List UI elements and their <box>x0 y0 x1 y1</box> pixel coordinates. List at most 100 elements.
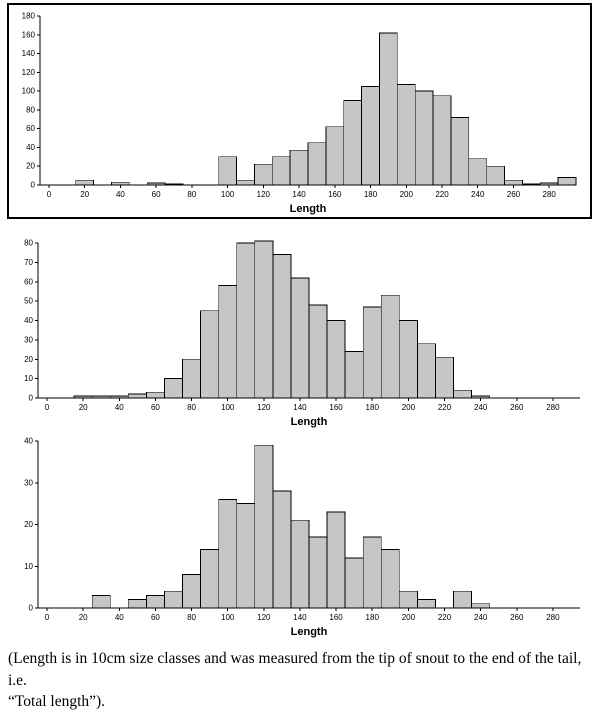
x-tick-label: 200 <box>400 190 414 199</box>
x-tick-label: 0 <box>47 190 52 199</box>
histogram-bar <box>380 294 400 399</box>
histogram-bar <box>398 590 418 609</box>
histogram-bar <box>344 557 364 609</box>
x-tick-label: 240 <box>471 190 485 199</box>
histogram-bar <box>344 351 364 399</box>
y-tick-label: 40 <box>26 143 35 152</box>
histogram-svg: 0 20 40 60 80 100 120 140 160 180 0 20 40 60 80 100 120 1… <box>22 12 577 215</box>
x-tick-label: 120 <box>257 403 271 412</box>
y-tick-label: 120 <box>22 68 36 77</box>
y-tick-label: 60 <box>26 124 35 133</box>
y-tick-label: 20 <box>24 520 33 529</box>
x-tick-label: 20 <box>79 403 88 412</box>
histogram-bar <box>200 310 220 399</box>
histogram-bar <box>471 603 491 609</box>
x-tick-label: 80 <box>187 403 196 412</box>
histogram-bar <box>200 549 220 609</box>
histogram-bar <box>343 100 363 186</box>
histogram-bar <box>396 84 416 186</box>
histogram-top-frame: 0 20 40 60 80 100 120 140 160 180 0 20 40 60 80 100 120 1… <box>7 3 592 219</box>
y-tick-label: 50 <box>24 297 33 306</box>
y-tick-label: 40 <box>24 437 33 446</box>
histogram-middle: 0 10 20 30 40 50 60 70 80 0 20 40 60 80 100 120 140 160 18… <box>8 233 592 428</box>
y-tick-label: 100 <box>22 87 36 96</box>
histogram-bar <box>416 599 436 609</box>
x-tick-label: 260 <box>507 190 521 199</box>
histogram-bar <box>272 254 292 399</box>
y-tick-label: 180 <box>22 12 36 21</box>
histogram-bar <box>308 536 328 609</box>
histogram-bar <box>218 499 238 609</box>
histogram-bar <box>308 304 328 399</box>
figure-caption: (Length is in 10cm size classes and was … <box>8 648 594 713</box>
x-tick-label: 220 <box>438 403 452 412</box>
x-tick-label: 100 <box>221 613 235 622</box>
x-tick-label: 0 <box>45 613 50 622</box>
y-tick-label: 0 <box>29 394 34 403</box>
histogram-bar <box>435 356 454 399</box>
histogram-bar <box>236 179 255 186</box>
y-tick-label: 70 <box>24 258 33 267</box>
histogram-bar <box>145 391 165 399</box>
x-tick-label: 20 <box>80 190 89 199</box>
histogram-bar <box>450 117 470 186</box>
x-tick-label: 180 <box>366 403 380 412</box>
histogram-bar <box>325 126 345 186</box>
x-tick-label: 100 <box>221 190 235 199</box>
histogram-bar <box>254 240 274 399</box>
histogram-svg: 0 10 20 30 40 0 20 40 60 80 100 120 140 160 180 200 220 2… <box>24 437 580 638</box>
x-tick-label: 60 <box>152 190 161 199</box>
x-tick-label: 240 <box>474 613 488 622</box>
histogram-bar <box>236 242 256 399</box>
y-tick-label: 60 <box>24 277 33 286</box>
x-tick-label: 180 <box>366 613 380 622</box>
histogram-bar <box>75 179 95 186</box>
y-tick-label: 140 <box>22 49 36 58</box>
histogram-bar <box>164 590 183 609</box>
caption-line-2: “Total length”). <box>8 693 106 711</box>
x-tick-label: 160 <box>329 613 343 622</box>
histogram-bar <box>362 536 382 609</box>
histogram-bar <box>398 320 418 399</box>
x-tick-label: 160 <box>329 403 343 412</box>
histogram-bar <box>127 393 147 399</box>
y-tick-label: 20 <box>24 355 33 364</box>
histogram-bar <box>379 32 398 186</box>
histogram-bar <box>253 163 273 186</box>
histogram-bar <box>271 156 291 186</box>
y-tick-label: 0 <box>29 604 34 613</box>
y-tick-label: 20 <box>26 162 35 171</box>
x-axis-title: Length <box>290 203 327 215</box>
histogram-bar <box>289 149 309 186</box>
y-tick-label: 40 <box>24 316 33 325</box>
histogram-bar <box>453 389 472 399</box>
y-tick-label: 0 <box>31 181 36 190</box>
histogram-bar <box>290 519 310 609</box>
histogram-svg: 0 10 20 30 40 50 60 70 80 0 20 40 60 80 100 120 140 160 18… <box>24 239 580 428</box>
x-tick-label: 200 <box>402 613 416 622</box>
histogram-bar <box>218 285 238 399</box>
x-axis-title: Length <box>291 626 328 638</box>
x-axis-title: Length <box>291 416 328 428</box>
histogram-bar <box>361 86 380 186</box>
x-tick-label: 180 <box>364 190 378 199</box>
histogram-bar <box>326 511 346 609</box>
y-tick-label: 80 <box>26 105 35 114</box>
x-tick-label: 0 <box>45 403 50 412</box>
histogram-bar <box>164 378 183 399</box>
histogram-bar <box>486 165 505 186</box>
histogram-bar <box>468 158 488 186</box>
x-tick-label: 220 <box>438 613 452 622</box>
histogram-bar <box>182 574 201 609</box>
histogram-bottom: 0 10 20 30 40 0 20 40 60 80 100 120 140 160 180 200 220 2… <box>8 431 592 638</box>
x-tick-label: 140 <box>292 190 306 199</box>
x-tick-label: 60 <box>151 403 160 412</box>
histogram-bar <box>416 343 436 399</box>
histogram-bar <box>362 306 382 399</box>
histogram-bar <box>182 358 201 399</box>
x-tick-label: 120 <box>257 190 271 199</box>
histogram-bar <box>145 595 165 609</box>
caption-line-1: (Length is in 10cm size classes and was … <box>8 650 582 689</box>
histogram-bar <box>326 320 346 399</box>
